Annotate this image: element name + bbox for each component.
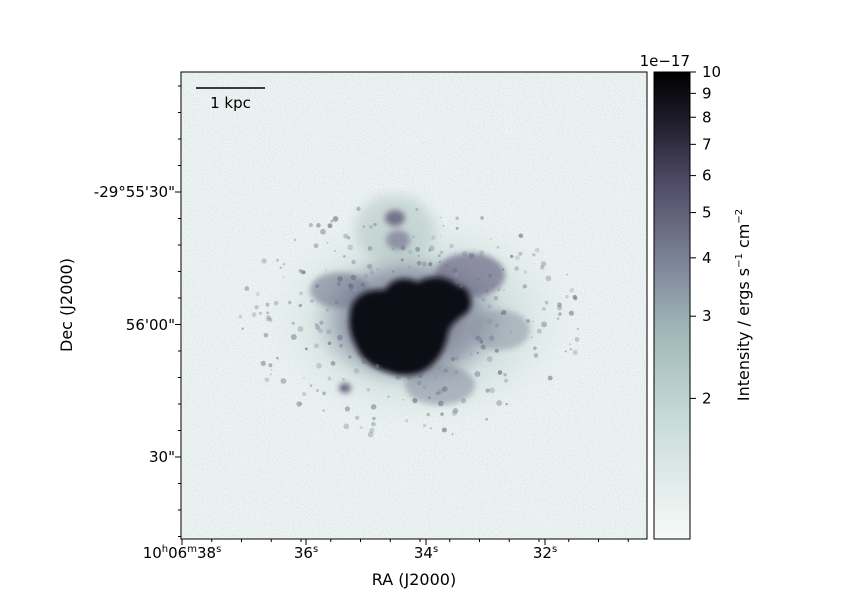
colorbar-tick-label: 9 xyxy=(702,84,712,102)
x-tick-label: 10h06m38s xyxy=(143,544,222,562)
colorbar-gradient xyxy=(653,71,691,540)
x-axis-label: RA (J2000) xyxy=(372,570,456,589)
colorbar-tick-label: 2 xyxy=(702,389,712,407)
colorbar-offset-text: 1e−17 xyxy=(640,52,690,70)
y-tick-label: 30" xyxy=(149,448,175,466)
colorbar-tick-label: 7 xyxy=(702,135,712,153)
colorbar-tick-label: 10 xyxy=(702,63,721,81)
colorbar-tick-label: 8 xyxy=(702,108,712,126)
x-tick-label: 34s xyxy=(414,544,438,562)
x-tick-label: 32s xyxy=(533,544,557,562)
intensity-map xyxy=(181,72,647,539)
plot-frame xyxy=(180,71,648,540)
scalebar-label: 1 kpc xyxy=(210,94,251,112)
y-tick-label: 56'00" xyxy=(126,316,175,334)
colorbar-ticks: 10 9 8 7 6 5 4 3 2 xyxy=(690,63,721,407)
colorbar-label: Intensity / ergs s−1 cm−2 xyxy=(734,209,753,401)
frame-ticks xyxy=(175,85,629,545)
colorbar: 10 9 8 7 6 5 4 3 2 1e−17 Intensity / ergs s−1 cm… xyxy=(640,52,753,540)
colorbar-tick-label: 4 xyxy=(702,249,712,267)
x-tick-label: 36s xyxy=(294,544,318,562)
colorbar-tick-label: 3 xyxy=(702,307,712,325)
colorbar-tick-label: 6 xyxy=(702,167,712,185)
y-tick-label: -29°55'30" xyxy=(94,183,175,201)
colorbar-tick-label: 5 xyxy=(702,204,712,222)
y-axis-label: Dec (J2000) xyxy=(57,258,76,352)
